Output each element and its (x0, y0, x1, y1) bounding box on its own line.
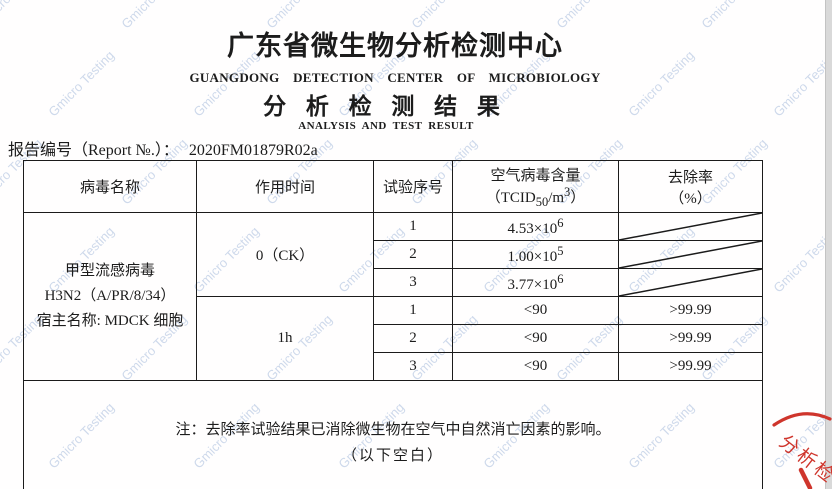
table-row: 3 <90 >99.99 (24, 352, 763, 381)
approval-stamp: 分析检 (748, 397, 832, 489)
test-no-cell: 1 (373, 296, 453, 325)
report-number-line: 报告编号（Report №.）： 2020FM01879R02a (8, 136, 318, 160)
doc-title-cn: 分 析 检 测 结 果 (263, 94, 507, 119)
virus-content-cell: <90 (452, 352, 619, 381)
table-header-row: 病毒名称 作用时间 试验序号 空气病毒含量 （TCID50/m3） 去除率 （%… (23, 160, 763, 213)
virus-content-cell: 3.77×106 (452, 268, 619, 297)
note-cell: 注：去除率试验结果已消除微生物在空气中自然消亡因素的影响。 （以下空白） (23, 380, 763, 489)
page-edge-strip (825, 0, 832, 489)
blank-below-text: （以下空白） (341, 448, 444, 464)
removal-rate-cell: >99.99 (618, 296, 763, 325)
center-title-en: GUANGDONG DETECTION CENTER OF MICROBIOLO… (189, 70, 601, 85)
header-virus-content: 空气病毒含量 （TCID50/m3） (452, 160, 619, 213)
test-no-cell: 2 (373, 324, 453, 353)
virus-content-cell: 1.00×105 (452, 240, 619, 269)
test-no-cell: 1 (373, 212, 453, 241)
test-no-cell: 2 (373, 240, 453, 269)
header-action-time: 作用时间 (196, 160, 374, 213)
header-removal-rate: 去除率 （%） (618, 160, 763, 213)
header-virus-name: 病毒名称 (23, 160, 197, 213)
note-text: 注：去除率试验结果已消除微生物在空气中自然消亡因素的影响。 (175, 422, 611, 438)
header-test-no: 试验序号 (373, 160, 453, 213)
results-table-wrap: 病毒名称 作用时间 试验序号 空气病毒含量 （TCID50/m3） 去除率 （%… (23, 160, 763, 489)
removal-rate-cell: >99.99 (618, 324, 763, 353)
diagonal-slash-icon (619, 269, 762, 296)
removal-na-cell (618, 268, 763, 297)
results-table: 病毒名称 作用时间 试验序号 空气病毒含量 （TCID50/m3） 去除率 （%… (23, 160, 763, 489)
doc-title-en: ANALYSIS AND TEST RESULT (298, 120, 474, 132)
action-time-1h-cell: 1h (196, 296, 374, 381)
diagonal-slash-icon (619, 241, 762, 268)
diagonal-slash-icon (619, 213, 762, 240)
virus-content-cell: 4.53×106 (452, 212, 619, 241)
report-number-value: 2020FM01879R02a (188, 142, 318, 159)
stamp-stroke (798, 467, 813, 489)
report-number-label: 报告编号（Report №.）： (8, 142, 179, 159)
note-row: 注：去除率试验结果已消除微生物在空气中自然消亡因素的影响。 （以下空白） (23, 380, 763, 489)
virus-content-cell: <90 (452, 324, 619, 353)
table-row: 3 3.77×106 (24, 268, 763, 297)
action-time-ck-cell: 0（CK） (196, 212, 374, 297)
table-row: 甲型流感病毒 H3N2（A/PR/8/34） 宿主名称: MDCK 细胞 0（C… (23, 212, 763, 381)
removal-na-cell (618, 240, 763, 269)
test-no-cell: 3 (373, 352, 453, 381)
virus-content-cell: <90 (452, 296, 619, 325)
removal-na-cell (618, 212, 763, 241)
watermark-text: Gmicro Testing (770, 223, 832, 296)
test-no-cell: 3 (373, 268, 453, 297)
center-title-cn: 广东省微生物分析检测中心 (227, 31, 563, 61)
removal-rate-cell: >99.99 (618, 352, 763, 381)
table-row: 1h 1 <90 >99.99 (24, 296, 763, 381)
table-row: 2 <90 >99.99 (24, 324, 763, 353)
stamp-arc (772, 412, 832, 427)
virus-name-cell: 甲型流感病毒 H3N2（A/PR/8/34） 宿主名称: MDCK 细胞 (23, 212, 197, 381)
